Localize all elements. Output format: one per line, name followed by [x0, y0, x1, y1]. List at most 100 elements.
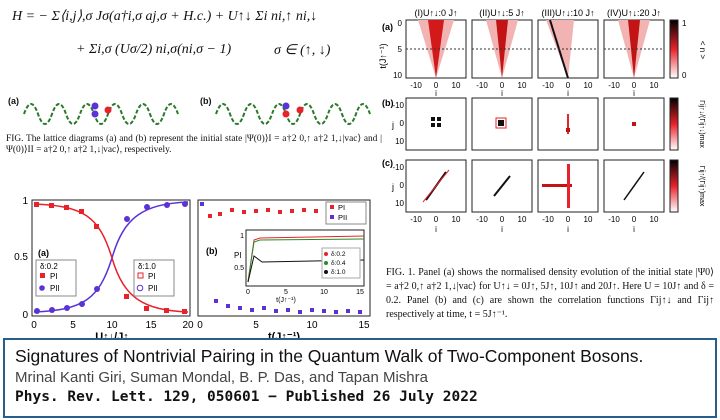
row-label-a: (a)	[382, 22, 393, 32]
rb-ytick-10: 10	[395, 137, 404, 146]
ra-xtick-3a: -10	[542, 81, 554, 90]
equation-line-2: + Σi,σ (Uσ/2) ni,σ(ni,σ − 1)	[76, 42, 232, 57]
ytick-1: 1	[22, 196, 28, 207]
legend-left-title: δ:0.2	[40, 262, 58, 271]
rc-ytick-0: 0	[400, 181, 405, 190]
row-c-ylabel: j	[391, 182, 394, 192]
rc-xlabel-3: i	[567, 225, 569, 234]
inset-xtick-15: 15	[356, 289, 364, 296]
ra-xtick-1b: 0	[434, 81, 439, 90]
inset-xtick-5: 5	[284, 289, 288, 296]
rc-xtick-3c: 10	[584, 215, 593, 224]
paper-authors: Mrinal Kanti Giri, Suman Mondal, B. P. D…	[15, 369, 428, 386]
cbar-b-label: Γij↑↓/(Γij↑↓)max	[698, 100, 705, 148]
lattice-label-b: (b)	[200, 96, 212, 106]
cbar-a-label: < n >	[698, 41, 707, 60]
rc-xtick-1c: 10	[452, 215, 461, 224]
inset-xtick-0: 0	[246, 289, 250, 296]
plot-left-svg: 1 0.5 0 0 5 10 15 20 U↑↓/J↑ (a) δ:0.2 PI…	[14, 196, 194, 343]
cbar-a-tick-0: 0	[682, 71, 687, 80]
legend-right-title: δ:1.0	[138, 262, 156, 271]
rxtick-15: 15	[358, 320, 370, 331]
rc-xtick-1a: -10	[410, 215, 422, 224]
rc-xtick-4a: -10	[608, 215, 620, 224]
ra-xtick-2c: 10	[518, 81, 527, 90]
inset-legend-04: δ:0.4	[331, 260, 346, 267]
col-title-4: (IV)U↑↓:20 J↑	[607, 8, 661, 18]
rc-xtick-3b: 0	[566, 215, 571, 224]
rlegend-pii: PII	[338, 213, 347, 222]
rb-ytick-n10: -10	[392, 101, 404, 110]
rc-xtick-2b: 0	[500, 215, 505, 224]
panel-b-label: (b)	[206, 246, 218, 256]
ra-xtick-1a: -10	[410, 81, 422, 90]
legend-left-pii: PII	[50, 284, 60, 293]
plot-right: 0 5 10 15 t(J↑⁻¹) (b) PI PII PI 1 0.5 0 …	[194, 194, 374, 343]
inset-ylabel: PI	[234, 251, 242, 260]
hamiltonian-equation: H = − Σ⟨i,j⟩,σ Jσ(a†i,σ aj,σ + H.c.) + U…	[6, 4, 384, 90]
rlegend-pi: PI	[338, 203, 345, 212]
ytick-05: 0.5	[14, 252, 28, 263]
rc-ytick-n10: -10	[392, 163, 404, 172]
col-title-2: (II)U↑↓:5 J↑	[479, 8, 525, 18]
rc-xlabel-1: i	[435, 225, 437, 234]
lattice-caption: FIG. The lattice diagrams (a) and (b) re…	[6, 134, 382, 155]
rc-xtick-4c: 10	[650, 215, 659, 224]
plot-right-svg: 0 5 10 15 t(J↑⁻¹) (b) PI PII PI 1 0.5 0 …	[197, 199, 371, 343]
lattice-wave-graphic	[23, 102, 371, 125]
equation-line-3: σ ∈ (↑, ↓)	[274, 43, 331, 58]
ra-xlabel-3: i	[567, 89, 569, 98]
row-label-c: (c)	[382, 158, 393, 168]
inset-xlabel: t(J↑⁻¹)	[276, 297, 296, 304]
inset-legend-02: δ:0.2	[331, 251, 346, 258]
col-title-3: (III)U↑↓:10 J↑	[541, 8, 594, 18]
rxtick-5: 5	[253, 320, 259, 331]
inset-xtick-10: 10	[320, 289, 328, 296]
row-a-ytick-5: 5	[398, 45, 403, 54]
rc-xtick-2c: 10	[518, 215, 527, 224]
inset-legend-10: δ:1.0	[331, 269, 346, 276]
rc-xlabel-4: i	[633, 225, 635, 234]
rc-xtick-3a: -10	[542, 215, 554, 224]
ra-xlabel-4: i	[633, 89, 635, 98]
cbar-c-label: Γij↑/(Γij↑)max	[698, 166, 705, 207]
legend-right-pii: PII	[148, 284, 158, 293]
ra-xtick-1c: 10	[452, 81, 461, 90]
rxtick-10: 10	[306, 320, 318, 331]
ra-xtick-3c: 10	[584, 81, 593, 90]
panel-a-label: (a)	[38, 248, 49, 258]
col-title-1: (I)U↑↓:0 J↑	[414, 8, 457, 18]
row-a-ylabel: t(J↑⁻¹)	[378, 43, 388, 68]
rc-xtick-2a: -10	[476, 215, 488, 224]
xtick-15: 15	[145, 320, 157, 331]
inset-ytick-1: 1	[240, 233, 244, 240]
ra-xtick-2b: 0	[500, 81, 505, 90]
ra-xtick-4b: 0	[632, 81, 637, 90]
ra-xlabel-2: i	[501, 89, 503, 98]
lattice-diagrams: (a) (b)	[4, 88, 386, 136]
xtick-10: 10	[106, 320, 118, 331]
ra-xtick-2a: -10	[476, 81, 488, 90]
rxtick-0: 0	[197, 320, 203, 331]
paper-citation-box: Signatures of Nontrivial Pairing in the …	[3, 338, 717, 418]
ra-xtick-4c: 10	[650, 81, 659, 90]
inset-ytick-05: 0.5	[234, 265, 244, 272]
row-a-ytick-10: 10	[393, 71, 402, 80]
row-b-ylabel: j	[391, 120, 394, 130]
lattice-label-a: (a)	[8, 96, 19, 106]
rb-ytick-0: 0	[400, 119, 405, 128]
ra-xtick-4a: -10	[608, 81, 620, 90]
rc-xtick-1b: 0	[434, 215, 439, 224]
ra-xlabel-1: i	[435, 89, 437, 98]
xtick-0: 0	[31, 320, 37, 331]
rc-ytick-10: 10	[395, 199, 404, 208]
ra-xtick-3b: 0	[566, 81, 571, 90]
correlation-figure: (I)U↑↓:0 J↑ (II)U↑↓:5 J↑ (III)U↑↓:10 J↑ …	[378, 4, 716, 262]
row-label-b: (b)	[382, 98, 394, 108]
ytick-0: 0	[22, 310, 28, 321]
figure-1-caption: FIG. 1. Panel (a) shows the normalised d…	[386, 267, 714, 320]
legend-right-pi: PI	[148, 272, 156, 281]
plot-left: 1 0.5 0 0 5 10 15 20 U↑↓/J↑ (a) δ:0.2 PI…	[4, 194, 194, 343]
xtick-20: 20	[182, 320, 194, 331]
row-a-ytick-0: 0	[398, 19, 403, 28]
